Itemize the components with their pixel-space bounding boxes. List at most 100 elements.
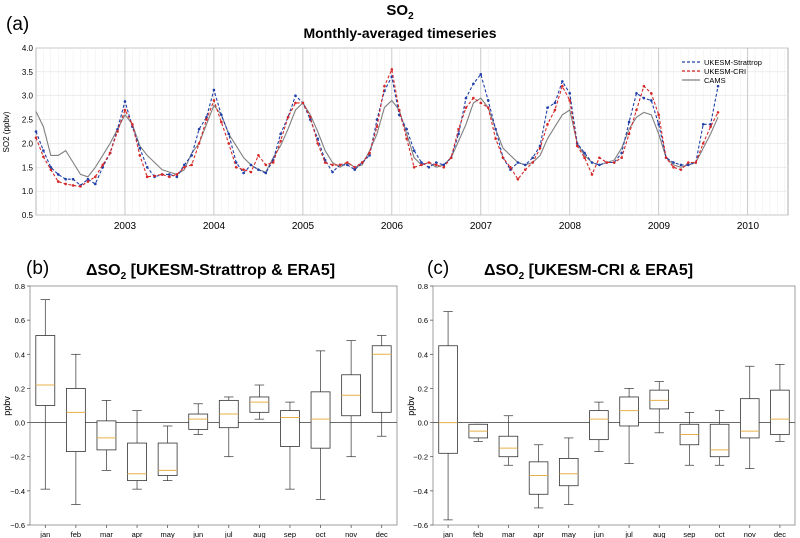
box-b-y-tick-label: −0.6 <box>10 521 25 530</box>
series-point-ukesm-strattrop <box>145 165 149 169</box>
box-chart-strattrop: ppbv −0.6 −0.4 −0.2 0.0 0.2 0.4 0.6 0.8 jan feb ma… <box>2 282 398 538</box>
box-b-box-feb <box>65 388 86 452</box>
box-c-y-label: ppbv <box>406 396 416 416</box>
box-b-box-may <box>157 442 178 476</box>
series-point-ukesm-strattrop <box>220 113 223 117</box>
series-point-ukesm-strattrop <box>279 132 282 136</box>
box-c-box-jun <box>589 410 609 441</box>
series-point-ukesm-cri <box>709 125 712 129</box>
series-point-ukesm-cri <box>368 151 371 155</box>
series-point-ukesm-cri <box>34 136 38 140</box>
box-b-box-apr <box>127 442 147 482</box>
series-point-ukesm-strattrop <box>56 173 60 176</box>
timeseries-y-tick-label: 1.0 <box>22 187 34 196</box>
series-point-ukesm-strattrop <box>531 156 534 160</box>
series-point-ukesm-cri <box>212 99 216 102</box>
box-c-x-tick-label: mar <box>502 530 515 538</box>
series-point-ukesm-cri <box>323 161 327 164</box>
series-point-ukesm-cri <box>42 155 45 159</box>
series-point-ukesm-strattrop <box>182 163 186 167</box>
series-point-ukesm-strattrop <box>227 132 231 136</box>
box-c-box-jul <box>619 396 639 427</box>
series-point-ukesm-cri <box>405 137 408 140</box>
box-b-x-tick-label: mar <box>100 530 113 538</box>
timeseries-y-tick-label: 3.5 <box>22 68 34 77</box>
series-point-ukesm-strattrop <box>257 168 260 171</box>
box-c-y-tick-label: 0.6 <box>418 316 428 325</box>
series-point-ukesm-strattrop <box>427 165 431 169</box>
figure-title: SO2 <box>386 2 414 22</box>
series-point-ukesm-cri <box>145 175 149 179</box>
series-point-ukesm-strattrop <box>687 163 690 167</box>
series-point-ukesm-cri <box>664 156 668 160</box>
series-point-ukesm-strattrop <box>516 161 520 164</box>
box-c-frame <box>432 285 796 526</box>
timeseries-y-tick-label: 4.0 <box>22 44 34 53</box>
box-c-box-jan <box>438 345 458 454</box>
box-b-x-tick-label: oct <box>316 530 327 538</box>
series-point-ukesm-strattrop <box>353 168 357 171</box>
box-c-y-tick-label: −0.6 <box>413 521 428 530</box>
series-point-ukesm-strattrop <box>590 161 594 164</box>
series-point-ukesm-cri <box>546 123 549 126</box>
series-point-ukesm-cri <box>271 161 275 164</box>
series-point-ukesm-strattrop <box>620 151 623 155</box>
box-b-y-tick-label: 0.2 <box>15 384 25 393</box>
series-point-ukesm-strattrop <box>175 175 179 179</box>
series-point-ukesm-cri <box>457 127 460 131</box>
box-b-x-tick-label: dec <box>376 530 388 538</box>
series-point-ukesm-cri <box>182 165 186 169</box>
series-point-ukesm-cri <box>316 142 320 145</box>
box-c-x-tick-label: dec <box>774 530 786 538</box>
series-point-ukesm-strattrop <box>701 123 705 126</box>
box-b-x-tick-label: aug <box>253 530 266 538</box>
series-point-ukesm-strattrop <box>435 161 438 164</box>
series-point-ukesm-cri <box>94 175 97 179</box>
timeseries-subtitle: Monthly-averaged timeseries <box>303 25 497 41</box>
timeseries-y-tick-label: 1.5 <box>22 163 34 172</box>
timeseries-year-label: 2009 <box>648 221 671 232</box>
box-b-y-tick-label: −0.2 <box>10 453 25 462</box>
series-point-ukesm-cri <box>227 142 231 145</box>
box-c-x-tick-label: feb <box>473 530 483 538</box>
series-point-ukesm-cri <box>56 180 60 183</box>
series-point-ukesm-strattrop <box>34 130 38 133</box>
series-point-ukesm-strattrop <box>412 149 416 152</box>
series-point-ukesm-strattrop <box>464 96 468 100</box>
box-c-y-tick-label: −0.4 <box>413 487 428 496</box>
series-point-ukesm-cri <box>583 156 586 160</box>
series-point-ukesm-strattrop <box>649 99 653 102</box>
series-point-ukesm-cri <box>64 182 67 186</box>
box-b-box-aug <box>249 396 270 413</box>
series-point-ukesm-strattrop <box>420 161 423 164</box>
series-point-ukesm-cri <box>79 185 82 188</box>
box-c-box-aug <box>649 389 670 410</box>
series-point-ukesm-cri <box>168 175 171 179</box>
box-c-y-tick-label: 0.0 <box>418 419 428 428</box>
box-b-x-tick-label: sep <box>284 530 296 538</box>
series-point-ukesm-strattrop <box>523 163 527 167</box>
series-point-ukesm-cri <box>390 68 394 71</box>
series-point-ukesm-strattrop <box>583 151 586 155</box>
series-point-ukesm-cri <box>435 163 438 167</box>
box-c-box-may <box>558 458 579 487</box>
series-point-ukesm-strattrop <box>49 165 53 169</box>
box-c-x-tick-label: oct <box>715 530 726 538</box>
series-point-ukesm-cri <box>412 165 416 169</box>
box-c-x-tick-label: jun <box>593 530 604 538</box>
timeseries-y-tick-label: 2.5 <box>22 116 34 125</box>
series-point-ukesm-strattrop <box>197 127 201 131</box>
series-point-ukesm-cri <box>479 101 483 105</box>
series-point-ukesm-cri <box>627 132 631 136</box>
box-b-x-tick-label: jan <box>39 530 50 538</box>
box-b-x-tick-label: jul <box>224 530 233 538</box>
series-point-ukesm-strattrop <box>635 92 638 95</box>
box-c-box-apr <box>528 461 549 495</box>
series-point-ukesm-cri <box>138 154 142 157</box>
box-c-y-tick-label: −0.2 <box>413 453 428 462</box>
series-point-ukesm-cri <box>116 130 119 133</box>
series-point-ukesm-cri <box>553 108 557 112</box>
series-point-ukesm-cri <box>190 163 193 167</box>
series-point-ukesm-cri <box>464 106 468 109</box>
timeseries-year-label: 2003 <box>114 221 137 232</box>
